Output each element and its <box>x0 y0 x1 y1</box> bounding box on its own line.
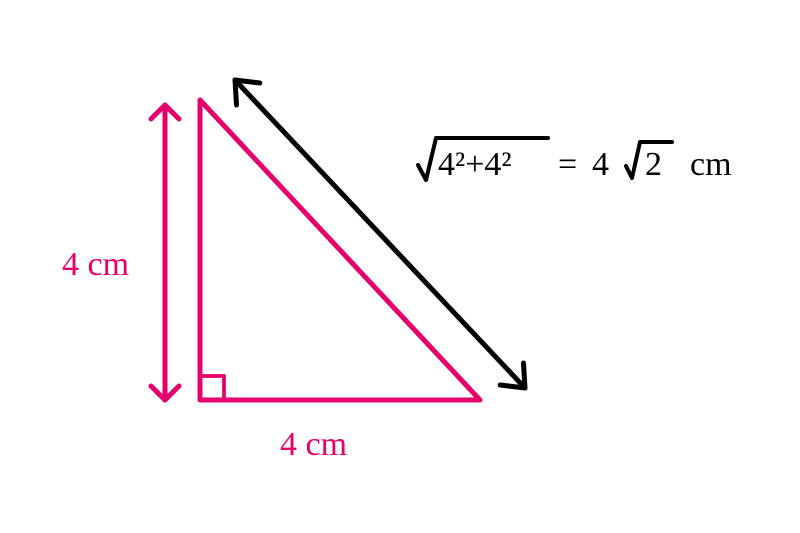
hypotenuse-dimension-arrow <box>235 80 525 388</box>
result-unit: cm <box>690 146 732 183</box>
right-triangle <box>200 100 480 400</box>
result-radicand: 2 <box>645 146 662 183</box>
formula-equals: = <box>558 146 577 183</box>
vertical-dimension-arrow <box>151 105 179 400</box>
vertical-side-label: 4 cm <box>62 246 129 283</box>
pythagoras-diagram: 4 cm 4 cm 4²+4² = 4 2 cm <box>0 0 800 533</box>
formula-radicand: 4²+4² <box>438 146 512 183</box>
right-angle-marker <box>200 376 224 400</box>
result-coefficient: 4 <box>592 146 609 183</box>
horizontal-side-label: 4 cm <box>280 426 347 463</box>
